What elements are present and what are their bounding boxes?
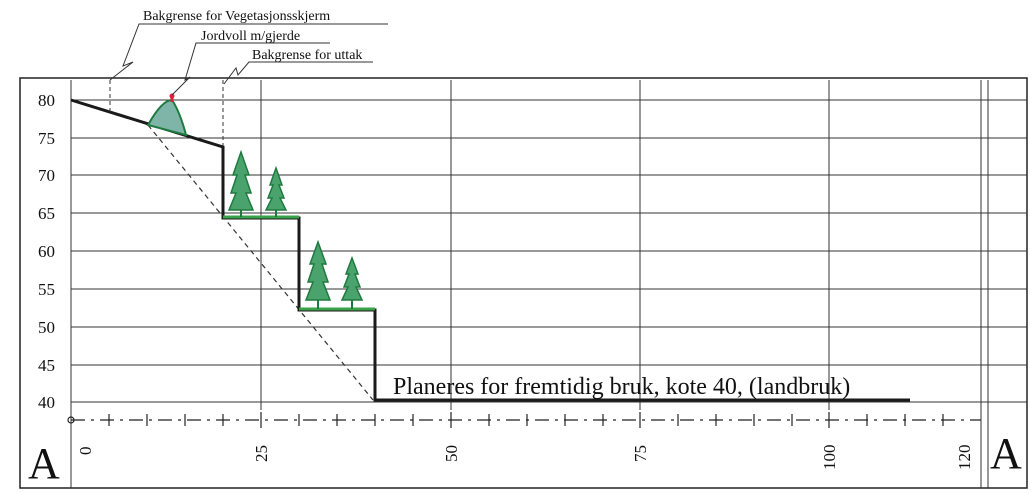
x-tick-50: 50 <box>442 445 461 462</box>
tree-icon <box>304 239 332 309</box>
y-tick-75: 75 <box>38 129 55 148</box>
fence-post <box>169 93 175 99</box>
tree-icon <box>340 255 364 309</box>
x-tick-100: 100 <box>820 445 839 471</box>
y-tick-60: 60 <box>38 242 55 261</box>
drawing-frame <box>19 77 1028 489</box>
y-tick-55: 55 <box>38 280 55 299</box>
limit-verticals <box>109 80 224 146</box>
x-tick-25: 25 <box>252 445 271 462</box>
y-tick-80: 80 <box>38 91 55 110</box>
y-tick-40: 40 <box>38 393 55 412</box>
y-tick-45: 45 <box>38 356 55 375</box>
x-tick-0: 0 <box>76 447 95 456</box>
baseline-ticks <box>108 412 944 428</box>
label-leveled-note: Planeres for fremtidig bruk, kote 40, (l… <box>393 374 850 400</box>
section-mark-right: A <box>990 429 1022 478</box>
x-tick-75: 75 <box>631 445 650 462</box>
grid-horizontal <box>71 99 1027 403</box>
label-soil-bank: Jordvoll m/gjerde <box>201 29 300 44</box>
y-tick-65: 65 <box>38 204 55 223</box>
section-mark-left: A <box>28 439 60 488</box>
x-tick-120: 120 <box>955 445 974 471</box>
label-extraction-limit: Bakgrense for uttak <box>252 48 362 63</box>
tree-icon <box>227 149 255 217</box>
leader-lines <box>109 23 388 96</box>
origin-marker <box>67 416 75 424</box>
grid-vertical <box>70 80 989 488</box>
label-vegetation-limit: Bakgrense for Vegetasjonsskjerm <box>143 9 330 24</box>
y-tick-50: 50 <box>38 318 55 337</box>
y-tick-70: 70 <box>38 166 55 185</box>
tree-icon <box>264 165 288 217</box>
terrain-profile <box>70 98 910 402</box>
soil-bank-shape <box>146 98 188 137</box>
